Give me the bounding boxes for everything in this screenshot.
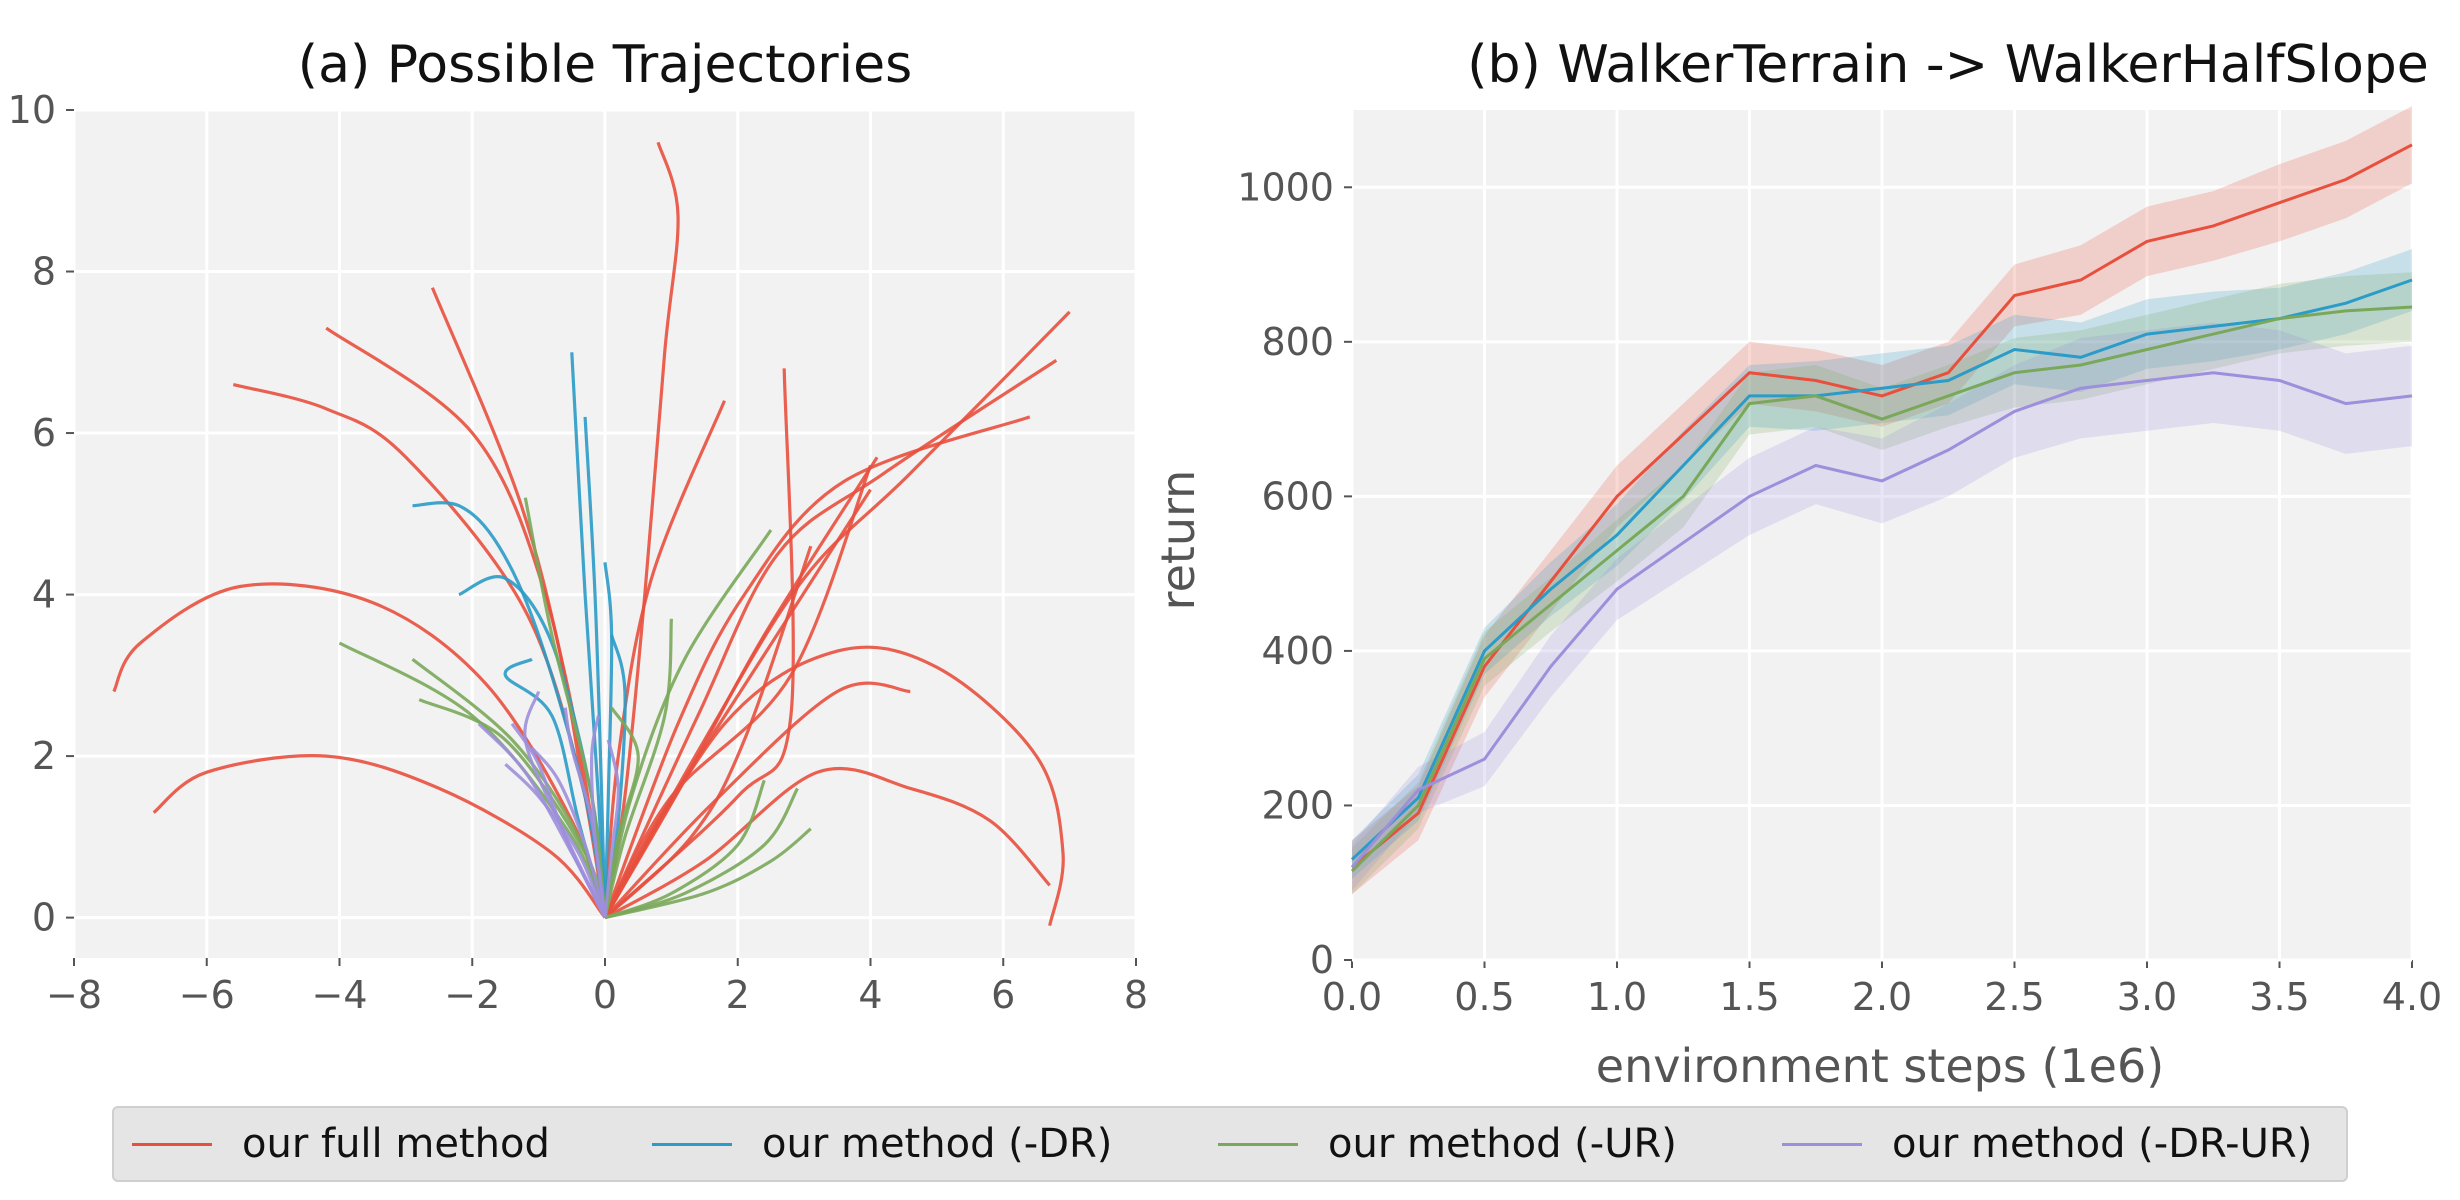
panel-a-x-tick-label: −8 bbox=[46, 973, 102, 1017]
trajectory-series-2 bbox=[603, 706, 640, 918]
trajectory-series-2 bbox=[603, 618, 673, 918]
return-line-series-3 bbox=[1350, 371, 2413, 869]
panel-a-x-tick-label: −2 bbox=[444, 973, 500, 1017]
panel-b-y-tick-label: 200 bbox=[1261, 783, 1334, 827]
trajectories-panel: (a) Possible Trajectories −8 −6 −4 −2 0 2 4 6 8 0… bbox=[8, 35, 1148, 1017]
panel-b-x-tick-label: 0.5 bbox=[1454, 975, 1514, 1019]
trajectory-series-0 bbox=[603, 310, 1071, 919]
panel-a-y-tick-label: 10 bbox=[8, 88, 56, 132]
panel-a-title: (a) Possible Trajectories bbox=[298, 35, 912, 95]
legend-swatch bbox=[1218, 1142, 1298, 1146]
trajectory-series-3 bbox=[530, 746, 607, 919]
panel-a-y-tick-label: 8 bbox=[32, 250, 56, 294]
trajectory-series-3 bbox=[590, 715, 607, 918]
panel-b-xlabel: environment steps (1e6) bbox=[1596, 1039, 2164, 1093]
panel-a-x-tick-label: 2 bbox=[726, 973, 750, 1017]
legend-swatch bbox=[652, 1142, 732, 1146]
confidence-band-series-3 bbox=[1352, 322, 2412, 891]
legend-item-full-method: our full method bbox=[132, 1108, 550, 1180]
return-line-series-2 bbox=[1350, 305, 2413, 873]
panel-b-y-tick-label: 800 bbox=[1261, 320, 1334, 364]
panel-a-y-tick-label: 2 bbox=[32, 734, 56, 778]
trajectory-series-3 bbox=[523, 690, 607, 919]
panel-b-y-tick-label: 400 bbox=[1261, 629, 1334, 673]
trajectory-series-0 bbox=[112, 582, 607, 919]
trajectory-series-2 bbox=[603, 529, 773, 918]
trajectory-series-0 bbox=[603, 141, 680, 918]
trajectory-series-0 bbox=[152, 754, 607, 919]
trajectory-series-0 bbox=[604, 766, 1051, 919]
legend-label: our method (-UR) bbox=[1328, 1121, 1677, 1167]
trajectory-series-0 bbox=[603, 681, 911, 919]
panel-b-x-tick-label: 1.0 bbox=[1587, 975, 1647, 1019]
panel-b-y-tick-label: 600 bbox=[1261, 474, 1334, 518]
panel-b-x-tick-label: 4.0 bbox=[2382, 975, 2442, 1019]
panel-b-x-tick-label: 2.5 bbox=[1984, 975, 2044, 1019]
panel-a-x-tick-label: 6 bbox=[991, 973, 1015, 1017]
panel-a-y-tick-label: 6 bbox=[32, 411, 56, 455]
trajectory-series-0 bbox=[603, 415, 1031, 919]
panel-b-x-tick-label: 2.0 bbox=[1852, 975, 1912, 1019]
legend-swatch bbox=[132, 1142, 212, 1146]
returns-panel: (b) WalkerTerrain -> WalkerHalfSlope env… bbox=[1151, 35, 2442, 1093]
trajectory-series-0 bbox=[603, 400, 726, 918]
trajectory-series-1 bbox=[603, 562, 614, 918]
panel-a-x-tick-label: 8 bbox=[1124, 973, 1148, 1017]
trajectory-series-3 bbox=[603, 739, 620, 918]
return-line-series-1 bbox=[1350, 278, 2413, 861]
panel-b-y-tick-label: 0 bbox=[1310, 938, 1334, 982]
panel-a-x-tick-label: −4 bbox=[311, 973, 367, 1017]
legend: our full method our method (-DR) our met… bbox=[112, 1106, 2348, 1182]
panel-a-x-tick-label: 0 bbox=[593, 973, 617, 1017]
trajectory-series-1 bbox=[583, 416, 607, 918]
panel-a-x-tick-label: 4 bbox=[858, 973, 882, 1017]
panel-b-title: (b) WalkerTerrain -> WalkerHalfSlope bbox=[1467, 35, 2429, 95]
trajectory-series-2 bbox=[523, 497, 607, 918]
legend-label: our full method bbox=[242, 1121, 550, 1167]
panel-b-ylabel: return bbox=[1151, 470, 1205, 611]
panel-b-x-tick-label: 3.0 bbox=[2117, 975, 2177, 1019]
legend-item-no-ur: our method (-UR) bbox=[1218, 1108, 1677, 1180]
panel-b-x-tick-label: 0.0 bbox=[1322, 975, 1382, 1019]
panel-b-x-tick-label: 1.5 bbox=[1719, 975, 1779, 1019]
legend-item-no-dr: our method (-DR) bbox=[652, 1108, 1112, 1180]
trajectory-series-0 bbox=[603, 645, 1065, 927]
panel-a-y-tick-label: 4 bbox=[32, 573, 56, 617]
legend-label: our method (-DR-UR) bbox=[1892, 1121, 2313, 1167]
panel-b-x-tick-label: 3.5 bbox=[2249, 975, 2309, 1019]
legend-item-no-dr-ur: our method (-DR-UR) bbox=[1782, 1108, 2312, 1180]
panel-a-x-tick-label: −6 bbox=[179, 973, 235, 1017]
panel-b-y-tick-label: 1000 bbox=[1237, 165, 1334, 209]
trajectory-series-0 bbox=[603, 545, 813, 919]
trajectory-series-2 bbox=[604, 827, 812, 920]
confidence-band-series-0 bbox=[1352, 106, 2412, 895]
panel-a-y-tick-label: 0 bbox=[32, 896, 56, 940]
legend-label: our method (-DR) bbox=[762, 1121, 1113, 1167]
trajectory-series-0 bbox=[603, 359, 1058, 919]
legend-swatch bbox=[1782, 1142, 1862, 1146]
